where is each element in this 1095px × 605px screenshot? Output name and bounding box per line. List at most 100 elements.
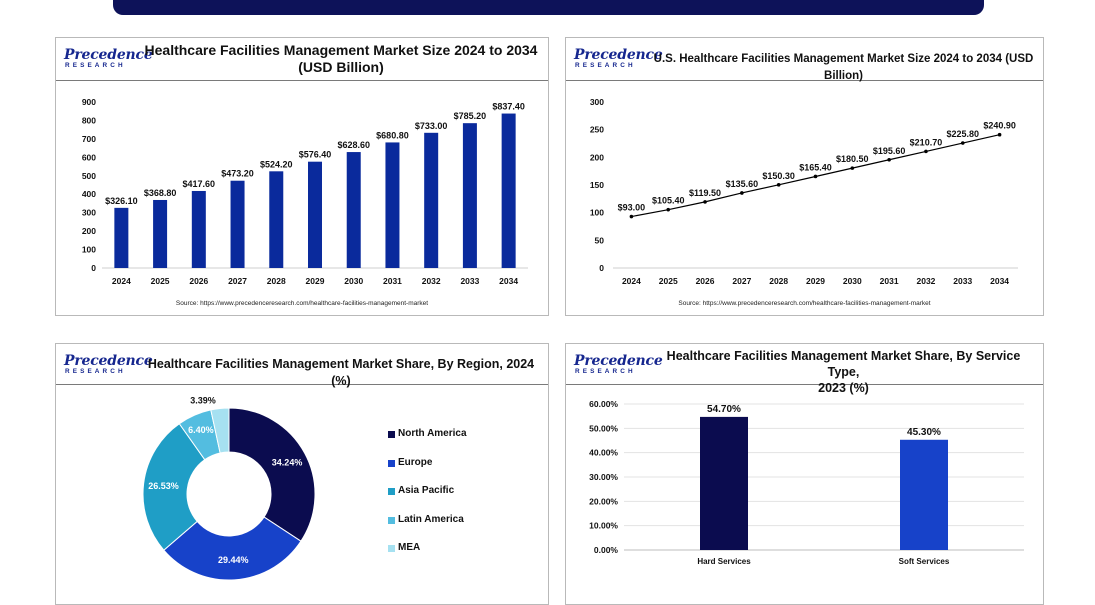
y-tick-label: 700 — [82, 134, 96, 144]
data-point — [740, 191, 744, 195]
legend-label: North America — [398, 428, 467, 439]
chart-panel-us-market-size: Precedence RESEARCH U.S. Healthcare Faci… — [565, 37, 1044, 316]
precedence-logo: Precedence RESEARCH — [574, 353, 663, 376]
x-tick-label: 2030 — [344, 276, 363, 286]
bar — [191, 190, 206, 268]
logo-text: Precedence — [64, 47, 153, 63]
y-tick-label: 300 — [82, 208, 96, 218]
x-tick-label: 2032 — [916, 276, 935, 286]
data-label: $210.70 — [910, 137, 943, 147]
data-label: 29.44% — [218, 555, 249, 565]
data-point — [776, 183, 781, 187]
y-tick-label: 40.00% — [589, 448, 618, 458]
legend-item: Latin America — [388, 514, 467, 544]
pie-slice — [142, 423, 206, 551]
legend-item: MEA — [388, 543, 467, 572]
bar — [308, 161, 322, 268]
bar — [385, 142, 400, 268]
y-tick-label: 50 — [595, 235, 605, 245]
data-label: $785.20 — [454, 111, 487, 121]
y-tick-label: 200 — [590, 152, 604, 162]
chart-panel-region-share: Precedence RESEARCH Healthcare Facilitie… — [55, 343, 549, 605]
chart-source: Source: https://www.precedenceresearch.c… — [678, 300, 931, 307]
data-point — [960, 141, 965, 145]
data-label: $105.40 — [652, 196, 685, 206]
legend-item: Asia Pacific — [388, 486, 467, 515]
precedence-logo: Precedence RESEARCH — [64, 47, 153, 70]
bar — [501, 113, 516, 268]
panel-header: Precedence RESEARCH U.S. Healthcare Faci… — [566, 38, 1043, 82]
data-label: 34.24% — [272, 458, 303, 468]
x-tick-label: 2034 — [990, 276, 1009, 286]
bar — [900, 439, 948, 550]
data-label: $165.40 — [799, 162, 832, 172]
data-label: $733.00 — [415, 121, 448, 131]
data-point — [997, 132, 1002, 137]
x-tick-label: 2025 — [151, 276, 170, 286]
x-tick-label: 2033 — [953, 276, 972, 286]
data-label: $837.40 — [492, 102, 525, 112]
x-tick-label: 2031 — [383, 276, 402, 286]
panel-header: Precedence RESEARCH Healthcare Facilitie… — [56, 344, 548, 388]
pie-slice — [228, 407, 316, 542]
data-label: $240.90 — [983, 121, 1016, 131]
data-label: $150.30 — [762, 171, 795, 181]
bar — [462, 123, 477, 268]
x-tick-label: Soft Services — [899, 557, 950, 566]
x-tick-label: 2026 — [696, 276, 715, 286]
logo-subtext: RESEARCH — [65, 62, 126, 69]
legend-label: Europe — [398, 456, 433, 468]
x-tick-label: 2033 — [460, 276, 479, 286]
logo-text: Precedence — [574, 353, 663, 369]
data-label: $225.80 — [946, 129, 979, 139]
legend-label: Asia Pacific — [398, 485, 455, 496]
logo-text: Precedence — [64, 353, 153, 369]
bar — [346, 152, 361, 268]
chart-panel-service-type-share: Precedence RESEARCH Healthcare Facilitie… — [565, 343, 1044, 605]
y-tick-label: 300 — [590, 97, 604, 107]
logo-subtext: RESEARCH — [65, 368, 126, 375]
top-banner — [113, 0, 984, 15]
chart-title-line-2: 2023 (%) — [818, 381, 869, 395]
data-point — [666, 207, 671, 212]
data-label: $576.40 — [299, 150, 332, 160]
data-label: 26.53% — [148, 481, 179, 491]
panel-header: Precedence RESEARCH Healthcare Facilitie… — [566, 344, 1043, 395]
x-tick-label: 2029 — [306, 276, 325, 286]
data-point — [850, 166, 855, 170]
donut-chart-region-share: 34.24% 29.44% 26.53% 6.40% 3.39% — [142, 396, 316, 581]
data-label: $93.00 — [618, 203, 646, 213]
x-tick-label: 2031 — [880, 276, 899, 286]
y-tick-label: 30.00% — [589, 472, 618, 482]
chart-title-line-1: Healthcare Facilities Management Market … — [666, 349, 1021, 379]
y-tick-label: 100 — [590, 208, 604, 218]
legend-swatch — [388, 431, 395, 438]
y-tick-label: 250 — [590, 125, 604, 135]
bar-chart-market-size: 0 100 200 300 400 500 600 700 800 900 $326.10 2024 $… — [82, 97, 528, 286]
pie-slice — [210, 407, 230, 454]
chart-legend: North America Europe Asia Pacific Latin Ame… — [388, 429, 467, 572]
y-tick-label: 400 — [82, 189, 96, 199]
y-tick-label: 200 — [82, 226, 96, 236]
panel-header: Precedence RESEARCH Healthcare Facilitie… — [56, 38, 548, 81]
x-tick-label: 2024 — [622, 276, 641, 286]
line-chart-us-market-size: 0 50 100 150 200 250 300 $93.00 2024 $105.40 2025 $… — [590, 97, 1018, 286]
data-point — [887, 157, 891, 162]
y-tick-label: 0 — [91, 263, 96, 273]
legend-swatch — [388, 545, 395, 552]
y-tick-label: 60.00% — [589, 399, 618, 409]
y-tick-label: 0 — [599, 263, 604, 273]
precedence-logo: Precedence RESEARCH — [574, 48, 663, 70]
data-label: $680.80 — [376, 130, 409, 140]
bar — [269, 171, 284, 268]
chart-panel-market-size: Precedence RESEARCH Healthcare Facilitie… — [55, 37, 549, 316]
logo-subtext: RESEARCH — [575, 62, 636, 69]
bar — [114, 207, 129, 268]
chart-title: U.S. Healthcare Facilities Management Ma… — [653, 53, 1034, 82]
y-tick-label: 500 — [82, 171, 96, 181]
x-tick-label: 2028 — [267, 276, 286, 286]
bar-chart-service-type-share: 0.00% 10.00% 20.00% 30.00% 40.00% 50.00% 60.00… — [589, 399, 1024, 566]
chart-title: Healthcare Facilities Management Market … — [147, 357, 535, 388]
bar — [700, 416, 748, 550]
precedence-logo: Precedence RESEARCH — [64, 353, 153, 376]
